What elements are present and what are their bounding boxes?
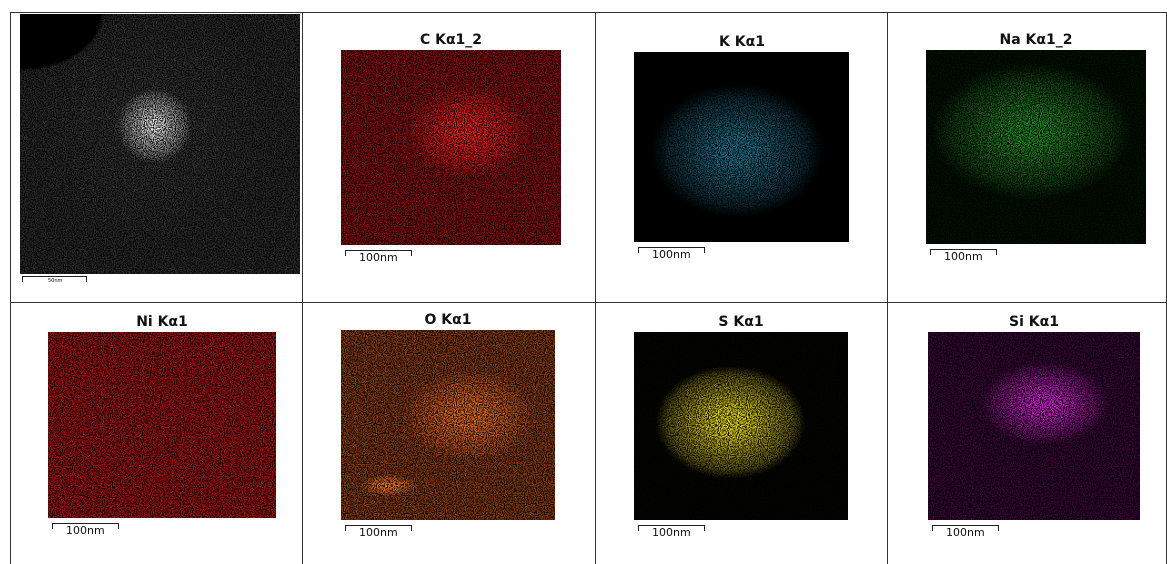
element-map: [20, 14, 300, 274]
image-shadow: [20, 14, 300, 274]
element-map: [634, 332, 848, 520]
map-noise: [926, 50, 1146, 244]
element-map: [48, 332, 276, 518]
table-border: [10, 302, 1167, 303]
scale-label: 100nm: [359, 526, 398, 539]
panel-title: S Kα1: [718, 314, 763, 330]
map-noise: [634, 52, 849, 242]
map-noise: [341, 330, 555, 520]
panel-title: Ni Kα1: [136, 314, 188, 330]
map-noise: [928, 332, 1140, 520]
map-noise: [341, 50, 561, 245]
element-map: [341, 50, 561, 245]
map-noise: [48, 332, 276, 518]
element-map: [634, 52, 849, 242]
table-border: [10, 12, 1167, 13]
table-border: [302, 12, 303, 564]
scale-label: 100nm: [652, 526, 691, 539]
scale-label: 100nm: [944, 250, 983, 263]
scale-label: 100nm: [359, 251, 398, 264]
table-border: [10, 12, 11, 564]
element-map: [928, 332, 1140, 520]
panel-title: C Kα1_2: [420, 32, 482, 48]
panel-title: Na Kα1_2: [1000, 32, 1073, 48]
scale-label: 100nm: [946, 526, 985, 539]
panel-title: K Kα1: [719, 34, 765, 50]
map-noise: [634, 332, 848, 520]
table-border: [595, 12, 596, 564]
scale-label: 100nm: [66, 524, 105, 537]
scale-label: 50nm: [48, 278, 62, 284]
element-map: [926, 50, 1146, 244]
scale-label: 100nm: [652, 248, 691, 261]
table-border: [887, 12, 888, 564]
element-map: [341, 330, 555, 520]
figure: 50nm C Kα1_2 100nm K Kα1 100nm Na Kα1_2 100nm N…: [0, 0, 1167, 564]
panel-title: Si Kα1: [1009, 314, 1059, 330]
panel-title: O Kα1: [425, 312, 472, 328]
